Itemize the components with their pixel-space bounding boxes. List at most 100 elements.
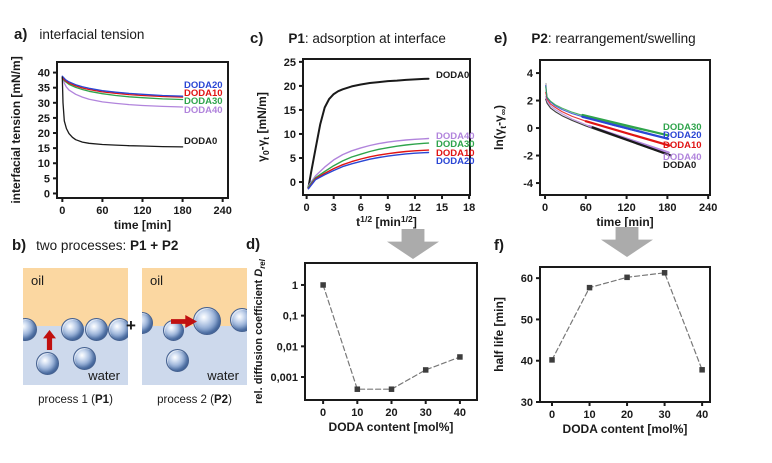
svg-text:DODA30: DODA30 (663, 122, 702, 133)
chart-p1-adsorption: 0 3 6 9 12 15 18 0 5 10 15 20 25 t1/2 [min1/2] γ0-γt [… (240, 50, 485, 235)
svg-text:60: 60 (580, 202, 592, 214)
svg-text:DODA40: DODA40 (184, 105, 223, 116)
panel-f-header: f) (494, 237, 504, 254)
svg-text:5: 5 (44, 173, 50, 185)
svg-text:DODA0: DODA0 (184, 136, 217, 147)
process2-caption: process 2 (P2) (157, 394, 232, 406)
svg-text:DODA10: DODA10 (184, 88, 223, 99)
svg-text:0: 0 (290, 177, 296, 189)
particle (23, 317, 37, 341)
svg-text:3: 3 (331, 202, 337, 214)
svg-text:10: 10 (284, 129, 296, 141)
panel-d-header: d) (246, 236, 260, 253)
svg-text:0,01: 0,01 (277, 341, 298, 353)
water-label: water (207, 368, 239, 383)
svg-text:DODA40: DODA40 (663, 152, 702, 163)
particle (230, 308, 247, 332)
panel-f-letter: f) (494, 237, 504, 254)
svg-text:time [min]: time [min] (596, 215, 653, 229)
svg-text:18: 18 (463, 202, 475, 214)
svg-text:0: 0 (59, 205, 65, 217)
svg-text:5: 5 (290, 153, 296, 165)
chart-interfacial-tension: 0 60 120 180 240 0 5 10 15 20 25 30 35 40 time [min] in… (0, 50, 250, 232)
svg-text:10: 10 (38, 158, 50, 170)
svg-text:0,001: 0,001 (270, 372, 298, 384)
svg-text:30: 30 (38, 98, 50, 110)
svg-text:DODA30: DODA30 (184, 96, 223, 107)
svg-text:120: 120 (617, 202, 635, 214)
particle (165, 348, 189, 372)
svg-text:0: 0 (320, 407, 326, 419)
svg-text:35: 35 (38, 83, 50, 95)
panel-b-title: two processes: P1 + P2 (36, 238, 179, 253)
svg-text:-2: -2 (523, 151, 533, 163)
svg-text:15: 15 (436, 202, 448, 214)
particle (60, 317, 84, 341)
svg-text:20: 20 (38, 128, 50, 140)
svg-text:25: 25 (284, 57, 296, 69)
svg-text:rel. diffusion coefficient Dre: rel. diffusion coefficient Drel (253, 258, 267, 404)
svg-text:50: 50 (521, 314, 533, 326)
two-processes-diagram: oil water + oil water process 1 (P1) pro… (23, 268, 247, 418)
plus-sign: + (126, 316, 136, 335)
svg-text:DODA0: DODA0 (663, 160, 696, 171)
particle (35, 351, 59, 375)
svg-text:half life [min]: half life [min] (492, 297, 506, 372)
svg-text:2: 2 (527, 96, 533, 108)
svg-text:40: 40 (454, 407, 466, 419)
panel-c-letter: c) (250, 30, 264, 47)
svg-text:180: 180 (173, 205, 191, 217)
svg-text:DODA0: DODA0 (436, 70, 469, 81)
svg-text:60: 60 (96, 205, 108, 217)
svg-text:20: 20 (621, 409, 633, 421)
svg-text:ln(γt-γ∞): ln(γt-γ∞) (492, 105, 508, 150)
svg-text:40: 40 (521, 356, 533, 368)
svg-text:0,1: 0,1 (283, 311, 298, 323)
particle (193, 307, 221, 335)
svg-text:30: 30 (420, 407, 432, 419)
svg-text:0: 0 (549, 409, 555, 421)
svg-text:6: 6 (358, 202, 364, 214)
panel-a-header: a) interfacial tension (14, 26, 144, 43)
chart-half-life: 0 10 20 30 40 30 40 50 60 DODA content [mol%] half… (490, 232, 772, 437)
panel-e-letter: e) (494, 30, 508, 47)
oil-phase: oil (23, 268, 128, 326)
process2-box: oil water (142, 268, 247, 385)
svg-text:25: 25 (38, 113, 50, 125)
svg-text:240: 240 (699, 202, 717, 214)
water-label: water (88, 368, 120, 383)
svg-text:DODA content [mol%]: DODA content [mol%] (329, 420, 454, 434)
svg-text:γ0-γt [mN/m]: γ0-γt [mN/m] (255, 92, 271, 162)
panel-c-header: c) P1: adsorption at interface (250, 30, 446, 47)
svg-text:-4: -4 (523, 178, 534, 190)
oil-label: oil (150, 273, 164, 288)
panel-e-header: e) P2: rearrangement/swelling (494, 30, 696, 47)
panel-b-letter: b) (12, 237, 27, 254)
svg-text:DODA20: DODA20 (184, 80, 223, 91)
svg-text:DODA content [mol%]: DODA content [mol%] (563, 422, 688, 436)
svg-text:DODA30: DODA30 (436, 139, 475, 150)
svg-text:40: 40 (696, 409, 708, 421)
process1-caption: process 1 (P1) (38, 394, 113, 406)
oil-label: oil (31, 273, 45, 288)
svg-text:0: 0 (542, 202, 548, 214)
svg-text:20: 20 (284, 81, 296, 93)
panel-d-letter: d) (246, 236, 261, 253)
svg-text:DODA10: DODA10 (436, 148, 475, 159)
svg-text:15: 15 (38, 143, 50, 155)
panel-a-letter: a) (14, 26, 28, 43)
water-phase: water (142, 326, 247, 385)
svg-text:60: 60 (521, 273, 533, 285)
svg-text:t1/2 [min1/2]: t1/2 [min1/2] (356, 214, 417, 229)
svg-text:0: 0 (44, 188, 50, 200)
particle (72, 346, 96, 370)
svg-text:9: 9 (385, 202, 391, 214)
chart-p2-rearrangement: 0 60 120 180 240 -4 -2 0 2 4 time [min] ln(γt-γ∞) DO… (490, 50, 772, 235)
particle (84, 317, 108, 341)
svg-text:DODA20: DODA20 (436, 156, 475, 167)
svg-text:120: 120 (133, 205, 151, 217)
svg-text:10: 10 (583, 409, 595, 421)
process1-box: oil water (23, 268, 128, 385)
particle (107, 317, 128, 341)
svg-text:DODA20: DODA20 (663, 130, 702, 141)
